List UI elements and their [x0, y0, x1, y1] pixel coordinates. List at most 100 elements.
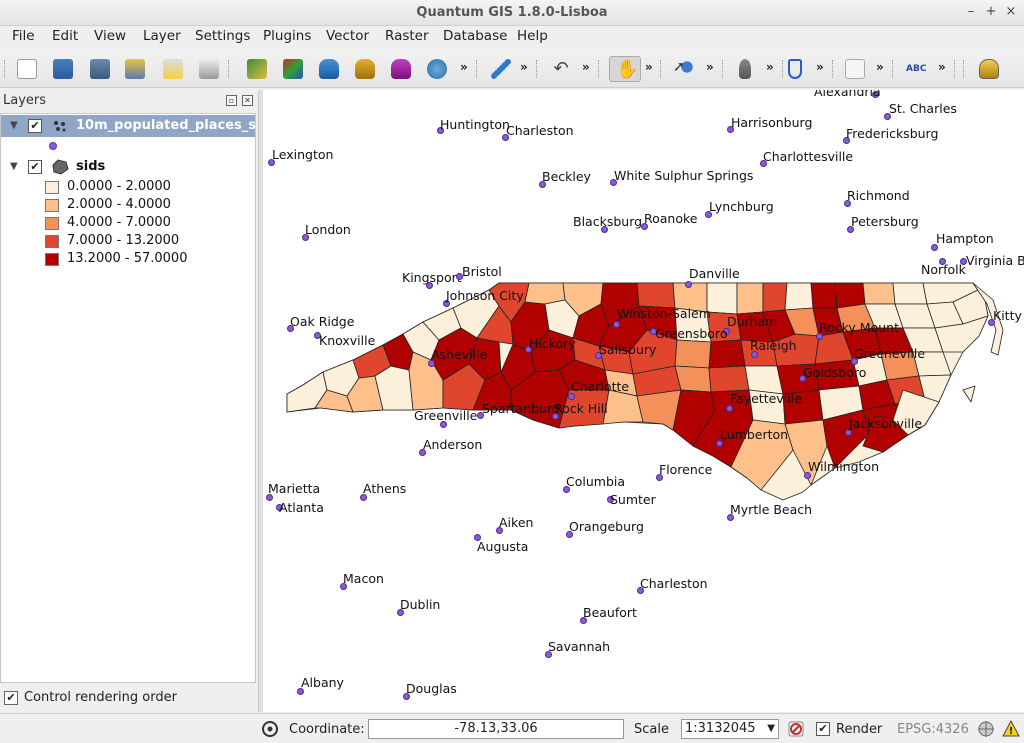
save-project-button[interactable]	[87, 56, 113, 82]
city-marker[interactable]	[314, 332, 321, 339]
control-rendering-order[interactable]: ✔ Control rendering order	[0, 686, 258, 710]
expand-arrow-icon[interactable]: ▼	[10, 161, 18, 172]
layer-visibility-checkbox[interactable]: ✔	[28, 160, 42, 174]
menu-vector[interactable]: Vector	[326, 28, 370, 44]
add-wms-layer-button[interactable]	[424, 56, 450, 82]
toolbar-overflow[interactable]: »	[816, 60, 824, 74]
crs-status[interactable]: EPSG:4326	[897, 722, 969, 737]
city-marker[interactable]	[716, 440, 723, 447]
map-tips-button[interactable]	[732, 56, 758, 82]
bookmark-button[interactable]	[782, 56, 808, 82]
identify-button[interactable]: ➚	[670, 56, 696, 82]
city-marker[interactable]	[847, 226, 854, 233]
city-marker[interactable]	[751, 351, 758, 358]
menu-plugins[interactable]: Plugins	[263, 28, 312, 44]
city-marker[interactable]	[988, 319, 995, 326]
city-marker[interactable]	[297, 688, 304, 695]
chevron-down-icon[interactable]: ▼	[767, 723, 775, 734]
menu-layer[interactable]: Layer	[143, 28, 181, 44]
toolbar-overflow[interactable]: »	[876, 60, 884, 74]
menu-edit[interactable]: Edit	[52, 28, 79, 44]
city-marker[interactable]	[656, 474, 663, 481]
open-project-button[interactable]	[50, 56, 76, 82]
city-marker[interactable]	[568, 393, 575, 400]
add-mssql-layer-button[interactable]	[388, 56, 414, 82]
city-marker[interactable]	[566, 531, 573, 538]
city-marker[interactable]	[563, 486, 570, 493]
city-marker[interactable]	[607, 496, 614, 503]
layer-row-sids[interactable]: ▼ ✔ sids	[1, 156, 255, 178]
city-marker[interactable]	[843, 137, 850, 144]
city-marker[interactable]	[601, 226, 608, 233]
expand-arrow-icon[interactable]: ▼	[10, 120, 18, 131]
city-marker[interactable]	[727, 126, 734, 133]
city-marker[interactable]	[799, 375, 806, 382]
city-marker[interactable]	[496, 527, 503, 534]
close-button[interactable]: ×	[1005, 4, 1017, 19]
city-marker[interactable]	[723, 328, 730, 335]
new-project-button[interactable]	[14, 56, 40, 82]
city-marker[interactable]	[851, 358, 858, 365]
toolbar-overflow[interactable]: »	[582, 60, 590, 74]
city-marker[interactable]	[403, 693, 410, 700]
coordinate-capture-icon[interactable]	[261, 720, 279, 738]
city-marker[interactable]	[456, 273, 463, 280]
city-marker[interactable]	[580, 617, 587, 624]
toolbar-overflow[interactable]: »	[766, 60, 774, 74]
city-marker[interactable]	[641, 223, 648, 230]
map-canvas[interactable]: Alexandria St. Charles Huntington Charle…	[263, 90, 1024, 712]
city-marker[interactable]	[960, 258, 967, 265]
add-spatialite-layer-button[interactable]	[352, 56, 378, 82]
close-panel-button[interactable]: ✕	[242, 95, 253, 106]
control-rendering-order-checkbox[interactable]: ✔	[4, 691, 18, 705]
city-marker[interactable]	[552, 413, 559, 420]
city-marker[interactable]	[266, 494, 273, 501]
scale-combobox[interactable]: 1:3132045 ▼	[681, 719, 779, 739]
city-marker[interactable]	[440, 421, 447, 428]
city-marker[interactable]	[939, 258, 946, 265]
city-marker[interactable]	[760, 160, 767, 167]
add-postgis-layer-button[interactable]	[316, 56, 342, 82]
toolbar-overflow[interactable]: »	[938, 60, 946, 74]
city-marker[interactable]	[539, 181, 546, 188]
city-marker[interactable]	[705, 211, 712, 218]
toolbar-overflow[interactable]: »	[460, 60, 468, 74]
city-marker[interactable]	[302, 234, 309, 241]
city-marker[interactable]	[268, 159, 275, 166]
menu-database[interactable]: Database	[443, 28, 508, 44]
warning-icon[interactable]: !	[1002, 719, 1020, 738]
toggle-editing-button[interactable]	[488, 56, 514, 82]
stop-rendering-icon[interactable]	[787, 720, 805, 738]
city-marker[interactable]	[437, 127, 444, 134]
city-marker[interactable]	[525, 346, 532, 353]
render-checkbox[interactable]: ✔	[816, 722, 830, 736]
layer-row-populated-places[interactable]: ▼ ✔ 10m_populated_places_s...	[1, 115, 271, 137]
city-marker[interactable]	[474, 534, 481, 541]
float-panel-button[interactable]: ▫	[226, 95, 237, 106]
toolbar-overflow[interactable]: »	[706, 60, 714, 74]
database-button[interactable]	[976, 56, 1002, 82]
city-marker[interactable]	[545, 651, 552, 658]
layer-visibility-checkbox[interactable]: ✔	[28, 119, 42, 133]
city-marker[interactable]	[477, 412, 484, 419]
menu-settings[interactable]: Settings	[195, 28, 251, 44]
city-marker[interactable]	[816, 333, 823, 340]
coordinate-field[interactable]: -78.13,33.06	[368, 719, 624, 739]
city-marker[interactable]	[276, 504, 283, 511]
city-marker[interactable]	[613, 321, 620, 328]
projection-globe-icon[interactable]	[977, 720, 995, 738]
maximize-button[interactable]: +	[985, 4, 997, 19]
city-marker[interactable]	[419, 449, 426, 456]
city-marker[interactable]	[443, 300, 450, 307]
city-marker[interactable]	[502, 134, 509, 141]
menu-raster[interactable]: Raster	[385, 28, 429, 44]
minimize-button[interactable]: –	[967, 4, 975, 19]
new-print-composer-button[interactable]	[160, 56, 186, 82]
city-marker[interactable]	[428, 360, 435, 367]
city-marker[interactable]	[884, 113, 891, 120]
menu-view[interactable]: View	[94, 28, 127, 44]
menu-help[interactable]: Help	[517, 28, 548, 44]
attribute-table-button[interactable]	[842, 56, 868, 82]
print-button[interactable]	[196, 56, 222, 82]
city-marker[interactable]	[595, 352, 602, 359]
